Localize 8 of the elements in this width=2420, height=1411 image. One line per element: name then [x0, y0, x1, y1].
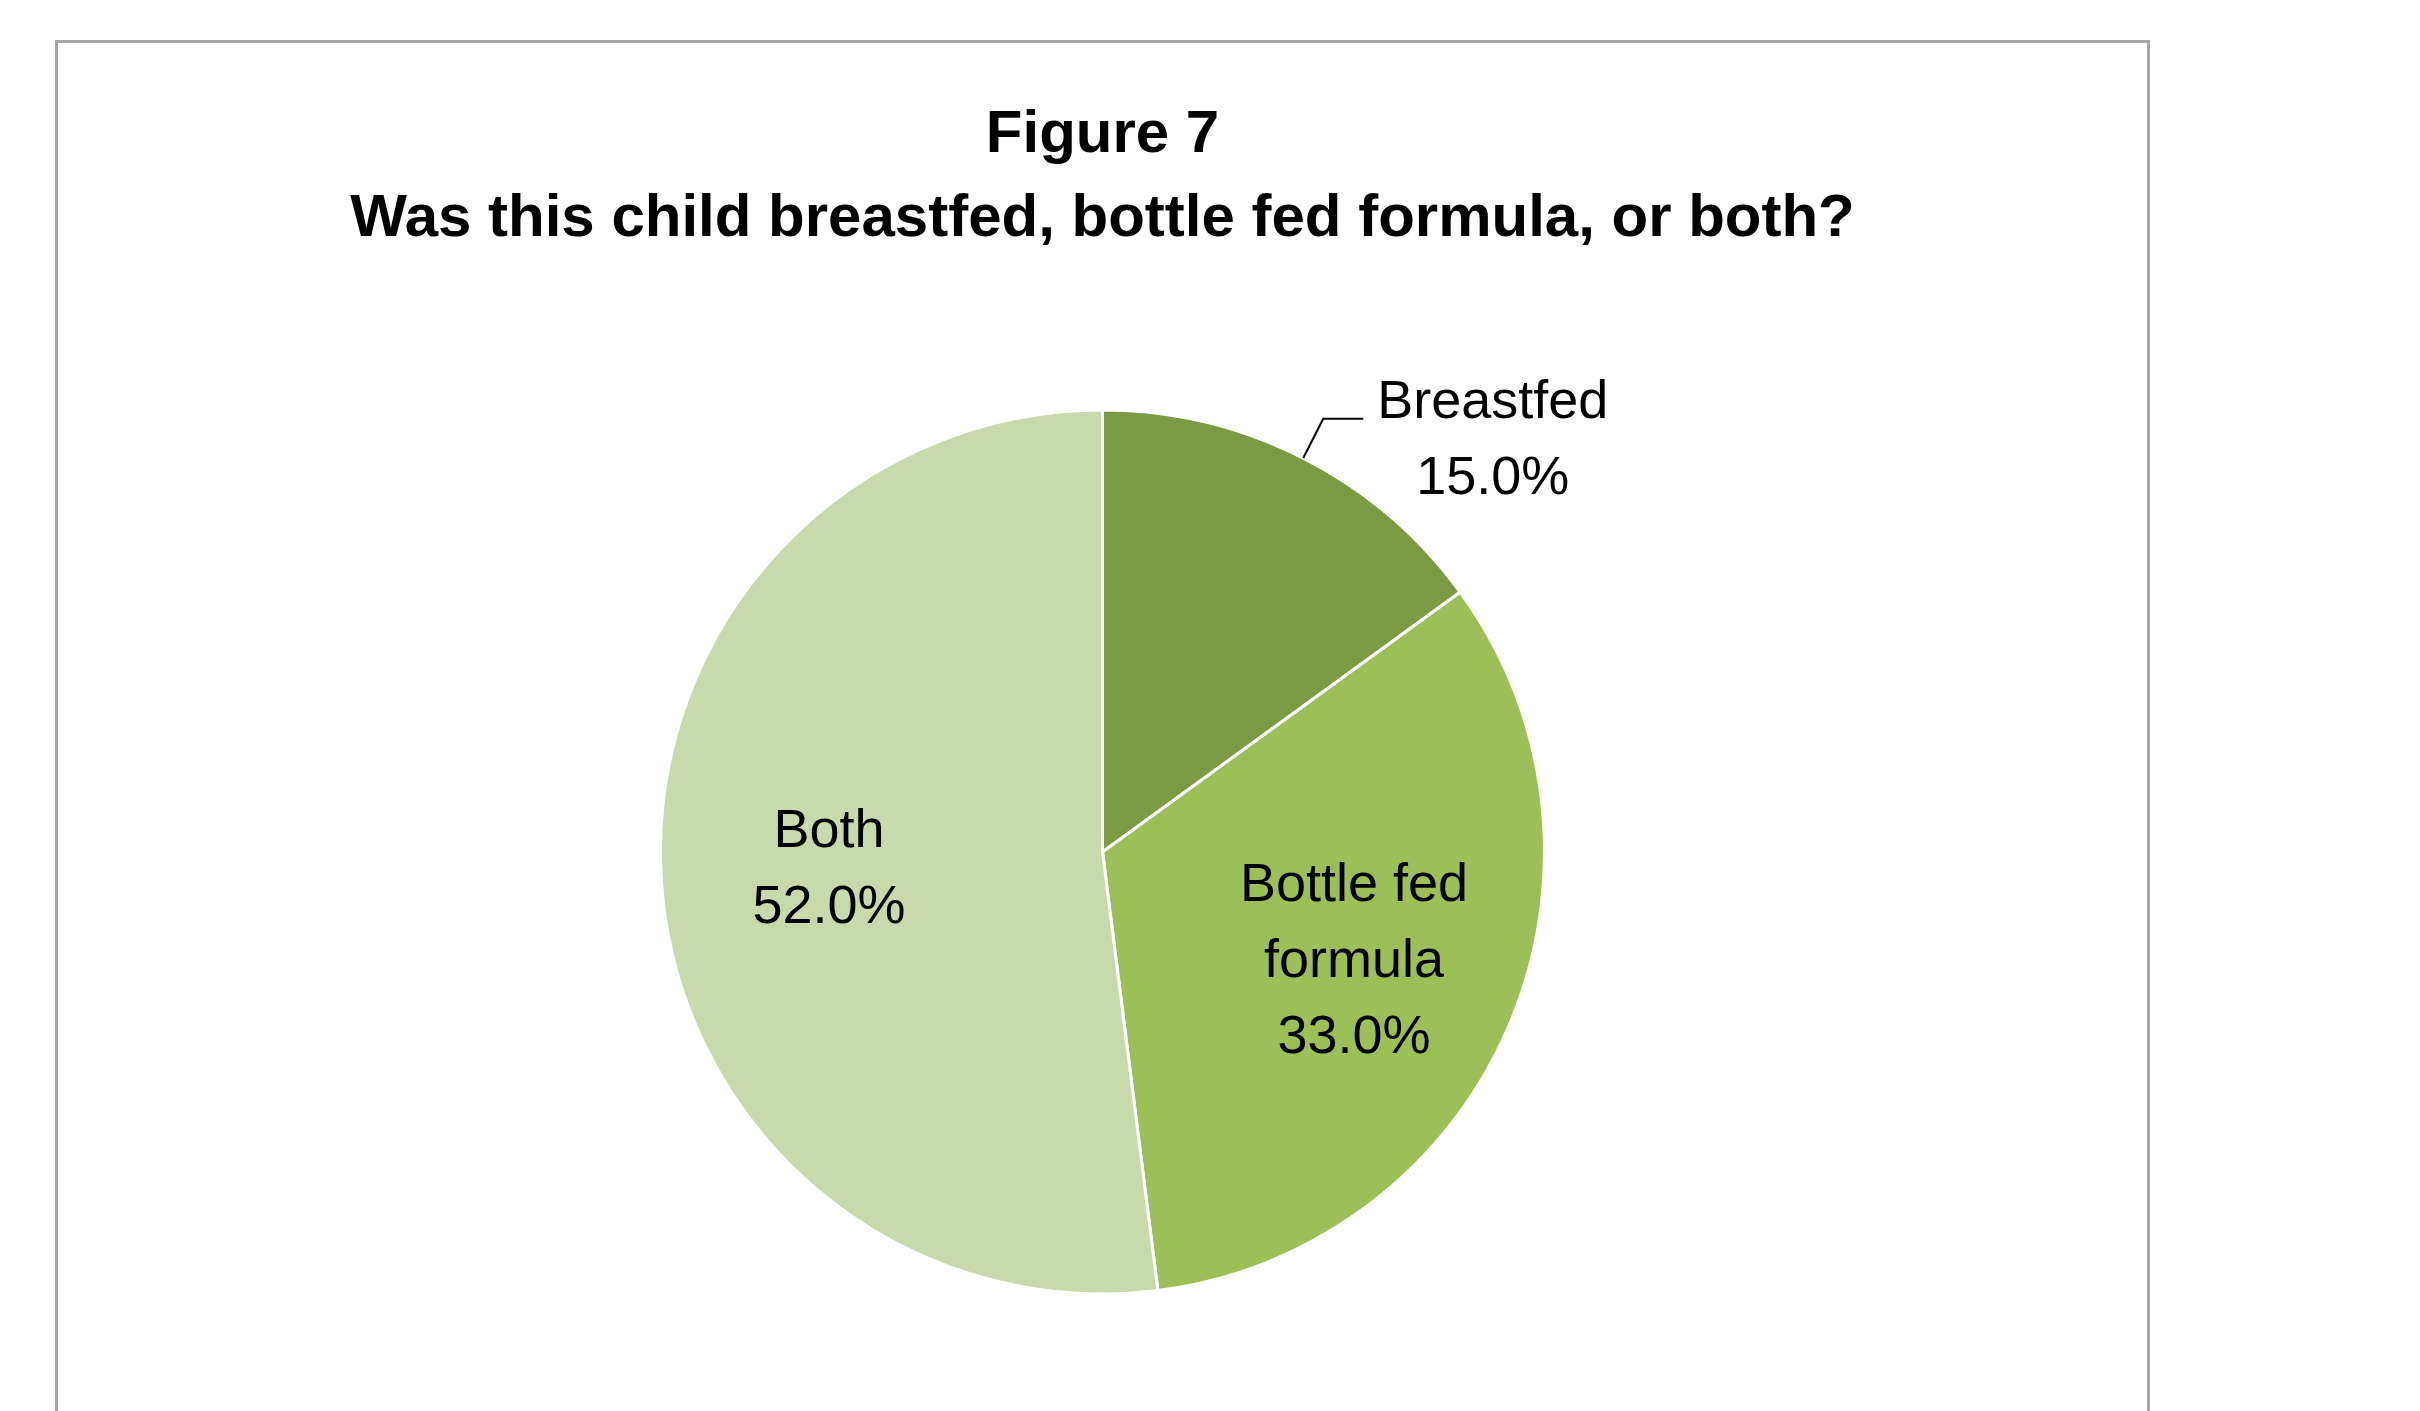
data-label: 33.0%	[1277, 1003, 1431, 1064]
chart-subtitle: Was this child breastfed, bottle fed formula, or both?	[350, 182, 1855, 249]
slice-label: Bottle fed formula	[1239, 851, 1469, 988]
data-label: 15.0%	[1416, 445, 1570, 506]
slice-label: Both	[773, 798, 885, 859]
chart-title: Figure 7	[985, 98, 1220, 165]
slice-label: Breastfed	[1377, 369, 1609, 430]
data-label: 52.0%	[752, 874, 906, 935]
